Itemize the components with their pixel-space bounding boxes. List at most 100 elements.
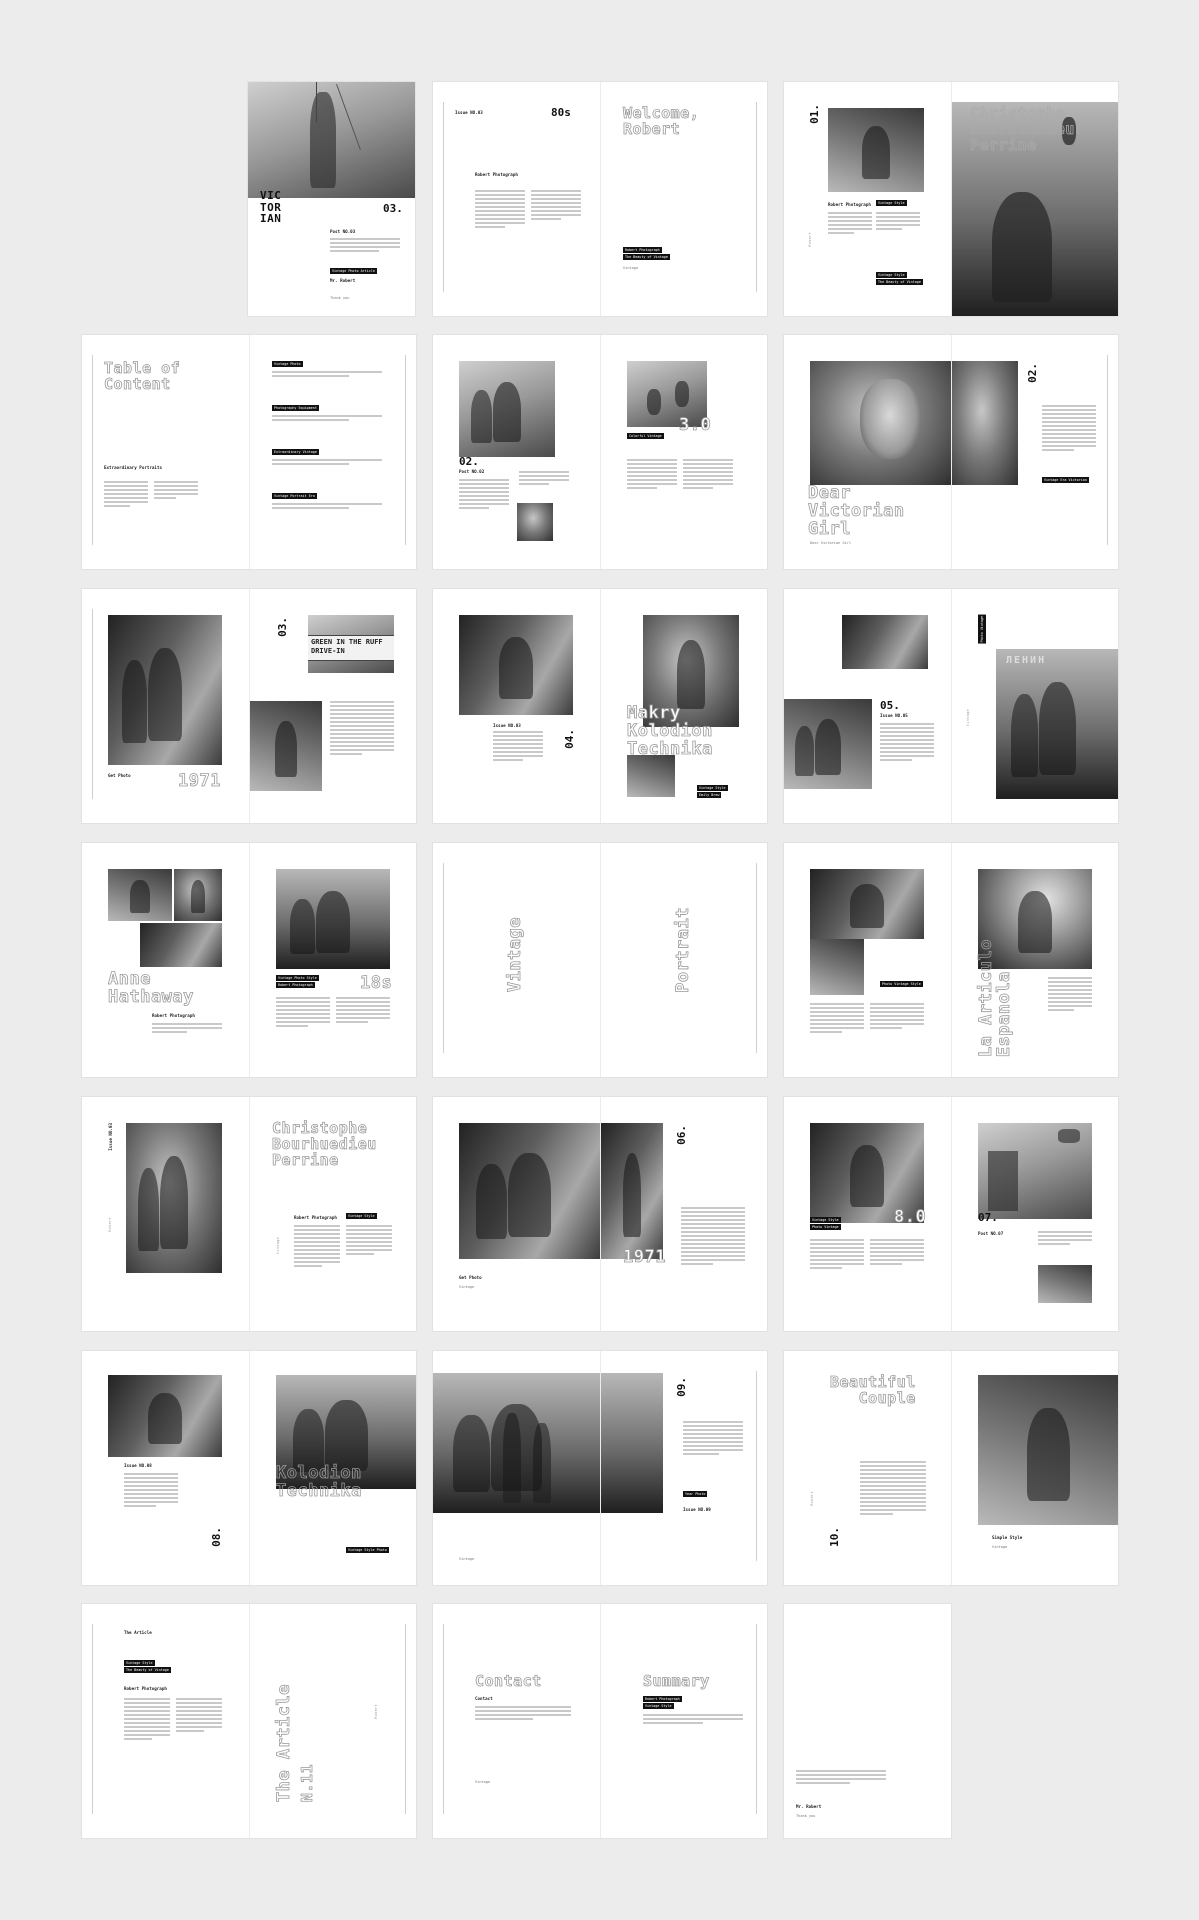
kolodion-title: Kolodion Technika [276, 1463, 362, 1501]
drivein-photo-1 [108, 615, 222, 765]
couple-title: Beautiful Couple [830, 1373, 916, 1407]
toc-col2 [154, 481, 198, 501]
cover-number: 03. [383, 202, 403, 215]
toc-entry-3[interactable]: Extraordinary Vintage [272, 449, 319, 455]
makry-small-photo [627, 755, 675, 797]
post02-tag: Colorful Vintage [627, 433, 664, 439]
vintage-title: Vintage [505, 917, 526, 993]
contact-page: Contact Contact Vintage [433, 1604, 600, 1838]
post02-alt-number: 3.0 [679, 415, 712, 435]
closing-signature: Mr. Robert [796, 1804, 822, 1809]
cover-body [330, 238, 400, 254]
articulo-spread: Photo Vintage Style La Articulo Espanola [784, 843, 1118, 1077]
vintage-page: Vintage [433, 843, 600, 1077]
street-photo-left [459, 1123, 600, 1259]
toc-right-page: Vintage Photo Photography Equipment Extr… [249, 335, 416, 569]
dear-spread: Dear Victorian Girl Dear Victorian Girl … [784, 335, 1118, 569]
christophe-tag2: The Beauty of Vintage [876, 279, 923, 285]
makry-tag1: Vintage Style [697, 785, 728, 791]
welcome-caption: Vintage [623, 266, 639, 270]
welcome-tag1: Robert Photograph [623, 247, 662, 253]
christophe-byline: Robert Photograph [828, 202, 871, 207]
christophe-right-page: Christophe Bourhuedieu Perrine [951, 82, 1118, 316]
article-right-page: The Article N.11 Robert [249, 1604, 416, 1838]
welcome-tag2: The Beauty of Vintage [623, 254, 670, 260]
street-number: 06. [675, 1125, 688, 1145]
makry-issue: Issue NO.03 [493, 723, 521, 728]
makry-photo-1 [459, 615, 573, 715]
dear-portrait-right [952, 361, 1018, 485]
articulo-photo-3 [978, 869, 1092, 969]
girls-tag: Year Photo [683, 1491, 708, 1497]
couple-photo [978, 1375, 1118, 1525]
articulo-right-page: La Articulo Espanola [951, 843, 1118, 1077]
summary-page: Summary Robert Photograph Vintage Style [600, 1604, 767, 1838]
anne-photo-3 [140, 923, 222, 967]
swing-number: 07. [978, 1211, 998, 1224]
welcome-left-page: Issue NO.03 80s Robert Photograph [433, 82, 600, 316]
swing-right-page: 07. Post NO.07 [951, 1097, 1118, 1331]
summary-title: Summary [643, 1672, 710, 1690]
toc-entry-2[interactable]: Photography Equipment [272, 405, 319, 411]
toc-entry-4[interactable]: Vintage Portrait Era [272, 493, 317, 499]
summary-tag2: Vintage Style [643, 1703, 674, 1709]
welcome-decade: 80s [551, 106, 571, 119]
girls-issue: Issue NO.09 [683, 1507, 711, 1512]
cover-caption: Thank you [330, 296, 350, 300]
swing-left-page: Vintage Style Photo Vintage 8.0 [784, 1097, 951, 1331]
street-label: Get Photo [459, 1275, 482, 1280]
post02-photo [459, 361, 555, 457]
welcome-col2 [531, 190, 581, 222]
operator-spread: 05. Issue NO.05 Photo Vintage ЛЕНИН Vint… [784, 589, 1118, 823]
christophe-tag1: Vintage Style [876, 272, 907, 278]
contact-summary-spread: Contact Contact Vintage Summary Robert P… [433, 1604, 767, 1838]
couple-number: 10. [828, 1527, 841, 1547]
operator-right-page: Photo Vintage ЛЕНИН Vintage [951, 589, 1118, 823]
christophe2-title: Christophe Bourhuedieu Perrine [272, 1119, 377, 1169]
article-label: The Article [124, 1630, 152, 1635]
cover-title: VIC TOR IAN [260, 189, 282, 226]
christophe-col2 [876, 212, 920, 232]
girls-photo-left [433, 1373, 600, 1513]
operator-photo-2 [784, 699, 872, 789]
makry-spread: Issue NO.03 04. Makry Kolodion Technika … [433, 589, 767, 823]
article-left-page: The Article Vintage Style The Beauty of … [82, 1604, 249, 1838]
girls-spread: Vintage 09. Year Photo Issue NO.09 [433, 1351, 767, 1585]
christophe-number: 01. [808, 104, 821, 124]
kolodion-photo-2 [276, 1375, 416, 1489]
article-tag1: Vintage Style [124, 1660, 155, 1666]
welcome-title: Welcome, Robert [623, 104, 700, 138]
christophe-photo-1 [828, 108, 924, 192]
street-spread: Get Photo Vintage 06. 1971 [433, 1097, 767, 1331]
cover-photo [248, 82, 415, 198]
dear-title: Dear Victorian Girl [808, 483, 905, 539]
cover-page: VIC TOR IAN 03. Post NO.03 Vintage Photo… [248, 82, 415, 316]
post02-col2 [519, 471, 569, 487]
toc-entry-1[interactable]: Vintage Photo [272, 361, 303, 367]
makry-left-page: Issue NO.03 04. [433, 589, 600, 823]
drivein-sign-photo: GREEN IN THE RUFF DRIVE-IN [308, 615, 394, 673]
toc-left-page: Table of Content Extraordinary Portraits [82, 335, 249, 569]
post02-right-page: 3.0 Colorful Vintage [600, 335, 767, 569]
operator-left-page: 05. Issue NO.05 [784, 589, 951, 823]
drivein-right-page: 03. GREEN IN THE RUFF DRIVE-IN [249, 589, 416, 823]
post02-number: 02. [459, 455, 479, 468]
kolodion-issue: Issue NO.08 [124, 1463, 152, 1468]
swing-tag1: Vintage Style [810, 1217, 841, 1223]
dear-number: 02. [1026, 363, 1039, 383]
anne-decade: 18s [360, 973, 393, 993]
anne-tag1: Vintage Photo Style [276, 975, 319, 981]
anne-photo-1 [108, 869, 172, 921]
dear-left-page: Dear Victorian Girl Dear Victorian Girl [784, 335, 951, 569]
kolodion-right-page: Kolodion Technika Vintage Style Photo [249, 1351, 416, 1585]
christophe2-photo [126, 1123, 222, 1273]
toc-title: Table of Content [104, 359, 181, 393]
makry-portrait [643, 615, 739, 727]
welcome-col1 [475, 190, 525, 230]
swing-photo-3 [1038, 1265, 1092, 1303]
christophe-photo-2 [952, 102, 1118, 316]
contact-title: Contact [475, 1672, 542, 1690]
toc-col1 [104, 481, 148, 509]
swing-spread: Vintage Style Photo Vintage 8.0 07. Post… [784, 1097, 1118, 1331]
operator-sign: ЛЕНИН [1006, 655, 1047, 666]
